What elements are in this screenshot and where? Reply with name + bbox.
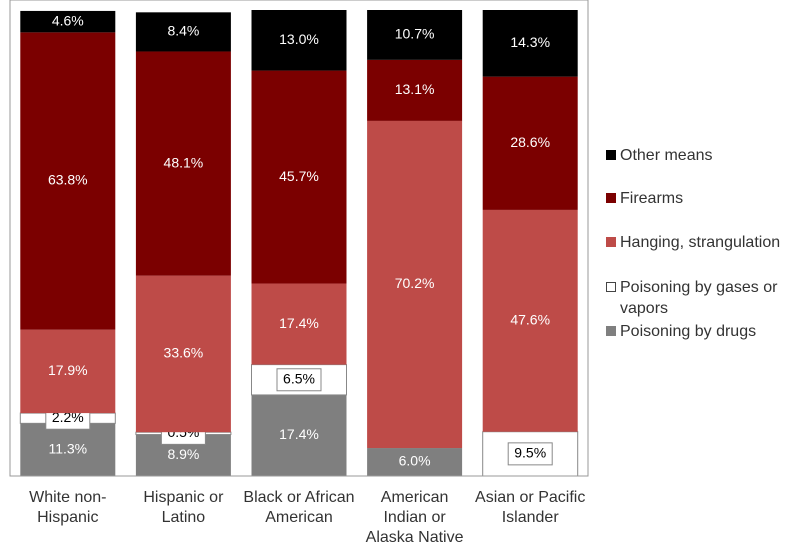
legend-swatch	[606, 237, 616, 247]
bar-segment	[482, 10, 578, 77]
x-tick-label: White non-Hispanic	[29, 489, 107, 526]
bar-segment	[367, 448, 463, 476]
bar-segment	[135, 12, 231, 52]
x-tick-label: Hispanic or Latino	[143, 489, 224, 526]
bar-segment	[251, 70, 347, 284]
data-label: 8.4%	[167, 23, 199, 39]
bar-segment	[20, 10, 116, 33]
data-label: 14.3%	[510, 34, 550, 50]
data-label: 45.7%	[279, 168, 319, 184]
data-label: 28.6%	[510, 134, 550, 150]
legend-entry: Hanging, strangulation	[606, 232, 784, 253]
label-box	[507, 442, 553, 466]
bar-segment	[482, 76, 578, 210]
bar-segment	[135, 275, 231, 433]
data-label: 17.9%	[48, 362, 88, 378]
legend-label: Poisoning by drugs	[620, 323, 757, 340]
bar-segment	[251, 283, 347, 365]
bar-segment	[20, 329, 116, 414]
bar-segment	[251, 394, 347, 476]
data-label: 47.6%	[510, 312, 550, 328]
x-tick-label: Black or African American	[243, 489, 355, 526]
legend-swatch	[606, 326, 616, 336]
data-label: 70.2%	[395, 275, 435, 291]
legend-entry: Other means	[606, 145, 784, 166]
x-tick-label: American Indian or Alaska Native	[365, 489, 464, 546]
label-box	[276, 368, 322, 392]
data-label: 11.3%	[48, 440, 87, 456]
data-label: 6.0%	[399, 453, 431, 469]
legend-label: Hanging, strangulation	[620, 234, 781, 251]
data-label: 13.1%	[395, 81, 435, 97]
data-label: 17.4%	[279, 315, 319, 331]
legend-label: Poisoning by gases or vapors	[620, 279, 778, 317]
data-label: 10.7%	[395, 26, 435, 42]
legend-label: Other means	[620, 147, 713, 164]
bar-segment	[20, 423, 116, 476]
bar-segment	[367, 120, 463, 449]
plot-frame	[9, 0, 589, 477]
legend-entry: Firearms	[606, 188, 784, 209]
data-label: 6.5%	[283, 370, 315, 386]
bar-segment	[135, 51, 231, 276]
data-label: 8.9%	[167, 446, 199, 462]
x-tick-label: Asian or Pacific Islander	[475, 489, 586, 526]
bar-segment	[20, 32, 116, 330]
bar-segment	[367, 10, 463, 60]
legend-swatch	[606, 282, 616, 292]
bar-segment	[482, 209, 578, 432]
data-label: 48.1%	[164, 154, 204, 170]
data-label: 33.6%	[164, 345, 204, 361]
legend-label: Firearms	[620, 190, 684, 207]
bar-segment	[367, 59, 463, 121]
data-label: 4.6%	[52, 12, 84, 28]
data-label: 13.0%	[279, 31, 319, 47]
bar-segment	[251, 10, 347, 71]
legend-entry: Poisoning by drugs	[606, 321, 784, 342]
data-label: 17.4%	[279, 426, 319, 442]
data-label: 9.5%	[514, 445, 546, 461]
legend-entry: Poisoning by gases or vapors	[606, 277, 784, 319]
legend-swatch	[606, 150, 616, 160]
data-label: 63.8%	[48, 172, 88, 188]
legend-swatch	[606, 193, 616, 203]
